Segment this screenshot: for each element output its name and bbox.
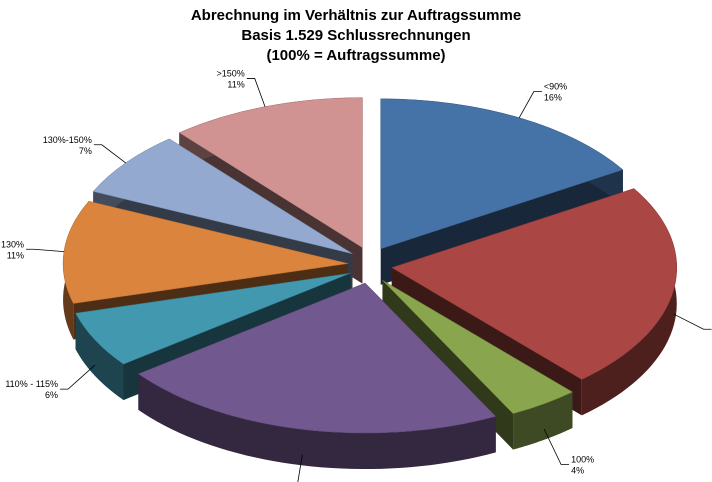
leader-line <box>60 364 96 390</box>
leader-line <box>246 78 266 107</box>
pie-slice <box>75 272 351 365</box>
pie-slice <box>137 282 497 434</box>
slice-value-label: 11% <box>7 250 24 260</box>
leader-line <box>673 313 712 330</box>
slice-label: 110% - 115% <box>5 379 58 389</box>
pie-tops <box>62 97 677 434</box>
leader-line <box>518 91 542 118</box>
slice-label: 115% - 130% <box>0 239 24 249</box>
pie-slice <box>382 280 574 414</box>
pie-slice <box>178 97 363 249</box>
leader-line <box>26 248 64 253</box>
pie-slice <box>380 98 624 250</box>
slice-label: 130%-150% <box>43 135 92 145</box>
pie-slice <box>62 200 349 304</box>
chart-subtitle-2: (100% = Auftragssumme) <box>266 47 446 64</box>
slice-side <box>75 313 124 401</box>
pie-labels: <90%16%90% - 99%22%100%4%100% - 110%22%1… <box>0 68 712 482</box>
slice-side <box>581 188 677 416</box>
slice-value-label: 7% <box>79 146 92 156</box>
leader-line <box>297 454 303 482</box>
leader-line <box>543 428 570 465</box>
slice-side <box>513 392 573 450</box>
slice-value-label: 6% <box>45 390 58 400</box>
slice-value-label: 16% <box>544 93 562 103</box>
slice-label: >150% <box>216 68 244 78</box>
slice-value-label: 11% <box>227 79 244 89</box>
pie-slice <box>391 188 677 380</box>
chart-title-block: Abrechnung im Verhältnis zur Auftragssum… <box>0 6 712 66</box>
chart-title: Abrechnung im Verhältnis zur Auftragssum… <box>190 7 522 24</box>
slice-value-label: 4% <box>571 466 584 476</box>
slice-label: <90% <box>544 82 567 92</box>
leader-line <box>93 144 126 164</box>
slice-label: 100% <box>571 455 594 465</box>
pie-slice <box>92 138 353 255</box>
chart-subtitle-1: Basis 1.529 Schlussrechnungen <box>241 27 471 44</box>
slice-side <box>138 373 496 470</box>
